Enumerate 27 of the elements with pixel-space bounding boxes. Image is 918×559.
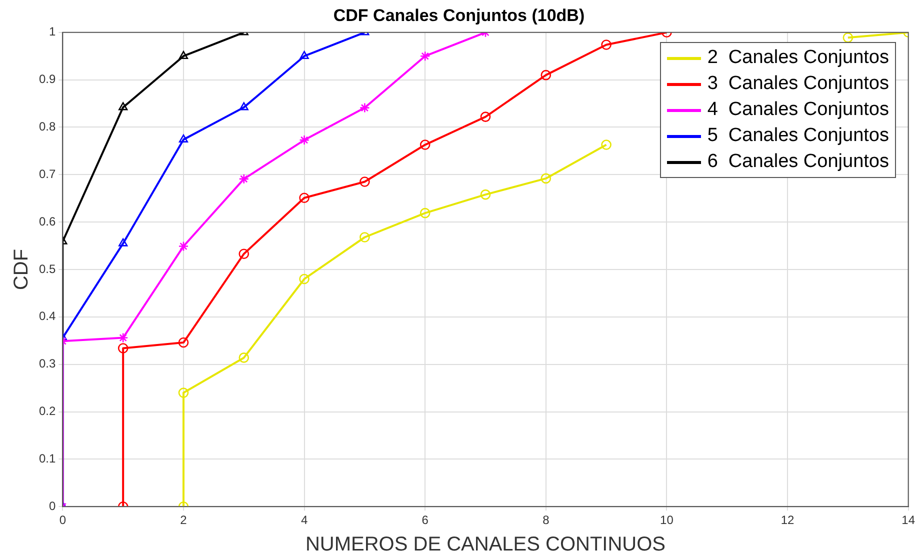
x-tick-label: 12 bbox=[780, 513, 795, 528]
x-tick-label: 4 bbox=[300, 513, 308, 528]
y-tick-label: 0.8 bbox=[38, 120, 56, 134]
y-axis-title: CDF bbox=[10, 248, 33, 290]
legend-label: 5 Canales Conjuntos bbox=[707, 124, 889, 148]
y-tick-label: 1 bbox=[48, 24, 56, 39]
legend-label: 4 Canales Conjuntos bbox=[707, 98, 889, 122]
x-tick-label: 2 bbox=[180, 513, 188, 528]
x-axis-title: NUMEROS DE CANALES CONTINUOS bbox=[305, 534, 666, 556]
y-tick-label: 0.3 bbox=[38, 356, 56, 371]
legend-label: 6 Canales Conjuntos bbox=[707, 150, 889, 174]
y-tick-label: 0.6 bbox=[38, 214, 56, 228]
y-tick-label: 0.2 bbox=[38, 404, 56, 418]
y-tick-label: 0 bbox=[48, 498, 56, 513]
x-tick-label: 8 bbox=[542, 513, 550, 528]
chart-title: CDF Canales Conjuntos (10dB) bbox=[333, 6, 585, 25]
y-tick-label: 0.4 bbox=[38, 309, 56, 324]
y-tick-label: 0.1 bbox=[38, 451, 56, 466]
x-tick-label: 10 bbox=[660, 513, 674, 528]
y-tick-label: 0.5 bbox=[38, 262, 56, 276]
y-tick-label: 0.9 bbox=[38, 72, 56, 86]
x-tick-label: 14 bbox=[902, 513, 916, 528]
x-tick-label: 0 bbox=[59, 513, 66, 528]
y-tick-label: 0.7 bbox=[38, 166, 56, 181]
x-tick-label: 6 bbox=[422, 513, 429, 528]
legend-label: 2 Canales Conjuntos bbox=[707, 46, 889, 70]
legend-label: 3 Canales Conjuntos bbox=[707, 72, 889, 96]
